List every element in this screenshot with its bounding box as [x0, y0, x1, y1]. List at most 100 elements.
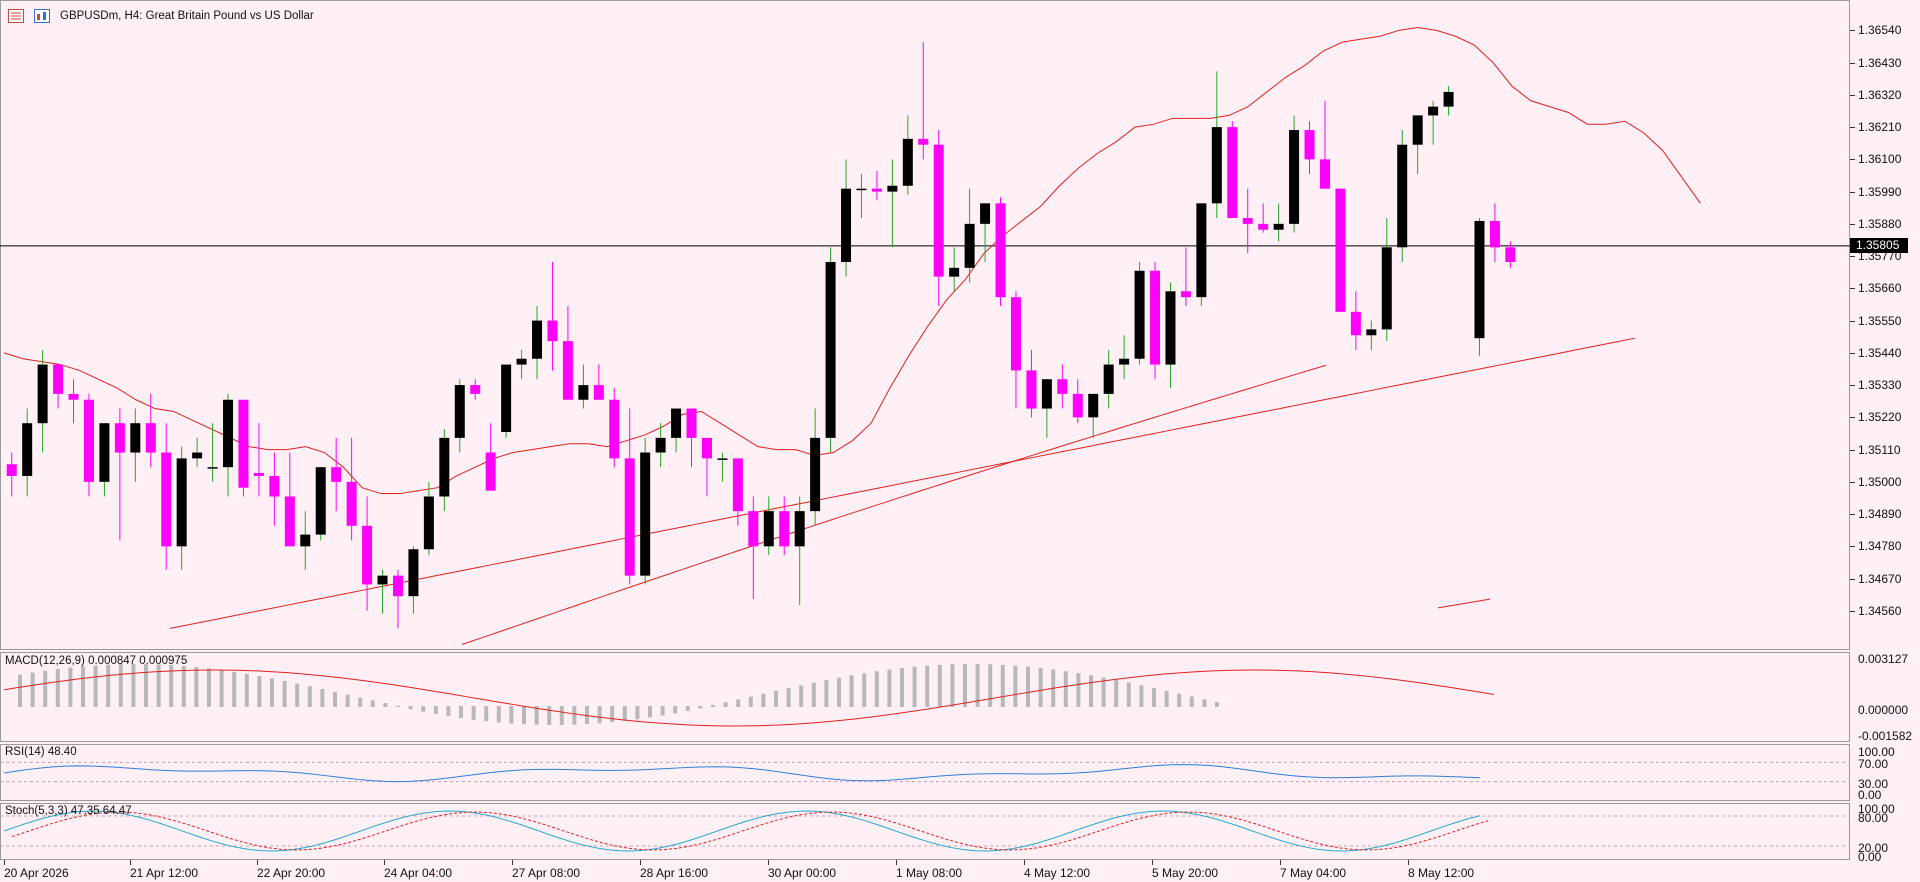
rsi-label: RSI(14) 48.40 — [5, 746, 77, 758]
candle-body — [454, 385, 465, 438]
candle-body — [1489, 220, 1500, 248]
price-tick-label: 1.34560 — [1858, 603, 1902, 618]
macd-histogram-bar — [622, 706, 627, 721]
rsi-line — [3, 764, 1481, 783]
candle-body — [1319, 159, 1330, 189]
macd-histogram-bar — [207, 668, 211, 707]
candle-body — [732, 458, 743, 512]
ma-medium-line — [169, 337, 1636, 629]
macd-histogram-bar — [1063, 671, 1068, 707]
price-tick-label: 1.35660 — [1858, 281, 1902, 296]
price-tick-label: 1.34890 — [1858, 507, 1902, 522]
price-tick-label: 1.35000 — [1858, 474, 1902, 489]
indicator-tick-label: 0.003127 — [1858, 652, 1909, 666]
price-tick — [1850, 191, 1855, 193]
macd-histogram-bar — [1026, 666, 1030, 707]
macd-histogram-bar — [887, 669, 892, 707]
chart-menu-icon[interactable] — [8, 9, 24, 23]
macd-histogram-bar — [900, 668, 904, 707]
price-tick — [1850, 288, 1855, 290]
candle-body — [887, 185, 898, 192]
macd-histogram-bar — [572, 706, 577, 725]
indicator-tick-label: 20.00 — [1858, 841, 1889, 855]
price-tick — [1850, 514, 1855, 516]
candle-body — [918, 138, 929, 145]
macd-histogram-bar — [799, 685, 804, 707]
candle-body — [1412, 115, 1423, 145]
macd-histogram-bar — [610, 706, 615, 723]
price-tick-label: 1.35550 — [1858, 313, 1902, 328]
time-tick — [4, 860, 5, 865]
candle-body — [516, 358, 527, 365]
current-price-badge: 1.35805 — [1850, 238, 1908, 254]
candle-body — [253, 473, 264, 476]
price-tick — [1850, 159, 1855, 161]
candle-body — [980, 203, 991, 224]
macd-histogram-bar — [748, 696, 753, 707]
candle-body — [717, 458, 728, 460]
macd-histogram-bar — [370, 700, 375, 707]
candle-body — [83, 399, 94, 482]
macd-histogram-bar — [1101, 677, 1106, 707]
candle-body — [161, 452, 172, 547]
candle-body — [1505, 247, 1516, 262]
stoch-label: Stoch(5,3,3) 47.35 64.47 — [5, 805, 132, 817]
macd-histogram-bar — [1114, 680, 1119, 707]
ma-slow-line — [461, 364, 1327, 646]
macd-histogram-bar — [169, 665, 174, 707]
candle-body — [640, 452, 651, 576]
macd-histogram-bar — [761, 693, 766, 707]
time-tick-label: 5 May 20:00 — [1152, 866, 1219, 880]
macd-histogram-bar — [534, 706, 539, 725]
macd-histogram-bar — [1152, 688, 1156, 707]
macd-histogram-bar — [345, 694, 350, 707]
macd-histogram-bar — [408, 706, 413, 710]
candle-body — [1397, 144, 1408, 248]
candle-body — [300, 534, 311, 547]
candle-body — [949, 267, 960, 277]
time-tick-label: 8 May 12:00 — [1408, 866, 1475, 880]
macd-histogram-bar — [320, 688, 325, 707]
macd-histogram-bar — [774, 690, 778, 707]
candle-body — [1057, 379, 1068, 394]
stoch-pane[interactable] — [0, 803, 1850, 860]
candle-body — [1335, 188, 1346, 312]
macd-histogram-bar — [93, 665, 98, 707]
candle-body — [176, 458, 187, 547]
ma-fast-line — [3, 26, 1701, 495]
candle-body — [470, 385, 481, 394]
macd-histogram-bar — [1076, 673, 1081, 707]
macd-histogram-bar — [811, 682, 816, 707]
candle-body — [192, 452, 203, 459]
macd-histogram-bar — [257, 676, 262, 707]
macd-histogram-bar — [446, 706, 451, 717]
candle-body — [532, 320, 543, 359]
macd-histogram-bar — [396, 705, 400, 707]
candle-body — [1428, 106, 1439, 116]
price-tick — [1850, 449, 1855, 451]
candle-body — [748, 511, 759, 547]
macd-histogram-bar — [1089, 675, 1093, 707]
rsi-pane[interactable] — [0, 744, 1850, 801]
candle-body — [671, 408, 682, 438]
candle-body — [995, 203, 1006, 298]
macd-histogram-bar — [635, 706, 640, 720]
macd-histogram-bar — [68, 667, 73, 707]
price-tick — [1850, 352, 1855, 354]
macd-histogram-bar — [118, 664, 123, 707]
candle-body — [346, 481, 357, 526]
time-tick — [1408, 860, 1409, 865]
macd-histogram-bar — [1126, 682, 1131, 707]
macd-histogram-bar — [471, 706, 476, 720]
macd-histogram-bar — [937, 664, 942, 707]
candle-body — [1041, 379, 1052, 409]
macd-histogram-bar — [1013, 665, 1018, 707]
price-tick — [1850, 578, 1855, 580]
candle-body — [501, 364, 512, 432]
macd-histogram-bar — [685, 706, 690, 711]
candle-body — [423, 496, 434, 550]
candle-body — [810, 437, 821, 512]
chart-trade-icon[interactable] — [34, 9, 50, 23]
candle-body — [763, 511, 774, 547]
macd-histogram-bar — [559, 706, 564, 725]
